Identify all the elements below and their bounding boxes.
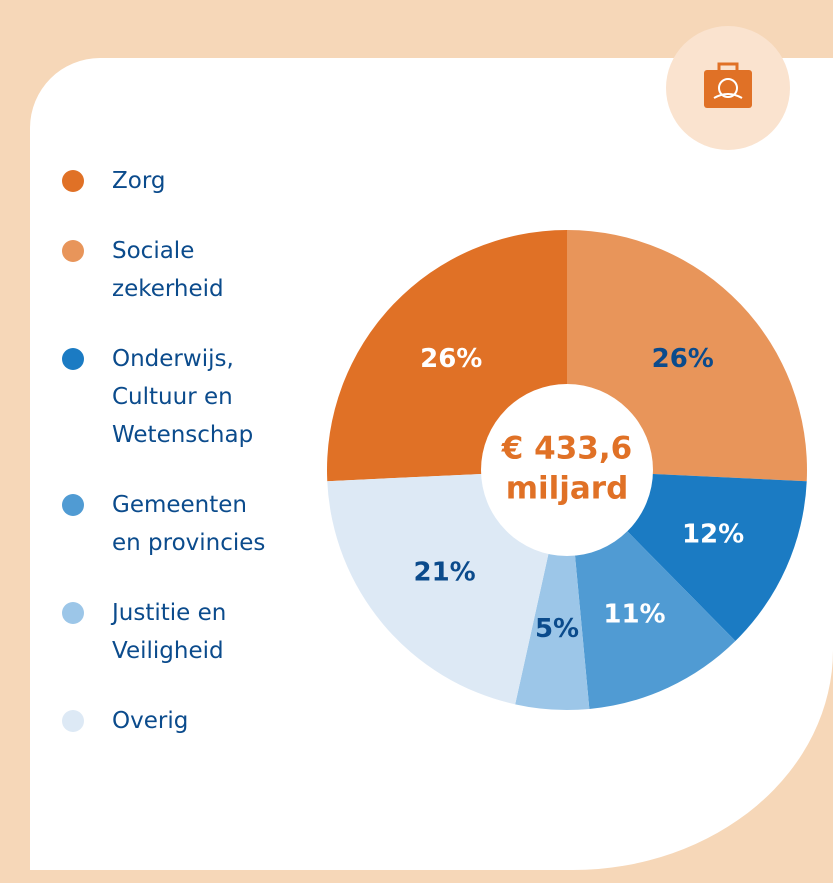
legend-swatch bbox=[62, 348, 84, 370]
legend-item: Zorg bbox=[62, 162, 272, 200]
legend-label: Zorg bbox=[112, 168, 166, 194]
legend-label: Overig bbox=[112, 708, 189, 734]
legend-label: Onderwijs, Cultuur en Wetenschap bbox=[112, 346, 254, 448]
center-label: miljard bbox=[506, 471, 629, 507]
legend-item: Onderwijs, Cultuur en Wetenschap bbox=[62, 340, 272, 454]
slice-label: 21% bbox=[413, 558, 475, 588]
legend-item: Sociale zekerheid bbox=[62, 232, 272, 308]
legend-item: Gemeenten en provincies bbox=[62, 486, 272, 562]
slice-label: 26% bbox=[652, 344, 714, 374]
legend-swatch bbox=[62, 602, 84, 624]
donut-hole bbox=[481, 384, 653, 556]
slice-label: 12% bbox=[682, 520, 744, 550]
legend-swatch bbox=[62, 240, 84, 262]
legend-swatch bbox=[62, 710, 84, 732]
legend: Zorg Sociale zekerheid Onderwijs, Cultuur … bbox=[62, 162, 272, 772]
legend-swatch bbox=[62, 494, 84, 516]
logo-icon bbox=[704, 62, 752, 108]
legend-item: Justitie en Veiligheid bbox=[62, 594, 272, 670]
legend-item: Overig bbox=[62, 702, 272, 740]
legend-label: Gemeenten en provincies bbox=[112, 492, 266, 556]
slice-label: 5% bbox=[535, 614, 579, 644]
slice-label: 26% bbox=[420, 344, 482, 374]
legend-label: Justitie en Veiligheid bbox=[112, 600, 227, 664]
legend-swatch bbox=[62, 170, 84, 192]
center-label: € 433,6 bbox=[501, 431, 632, 467]
legend-label: Sociale zekerheid bbox=[112, 238, 224, 302]
slice-label: 11% bbox=[603, 600, 665, 630]
